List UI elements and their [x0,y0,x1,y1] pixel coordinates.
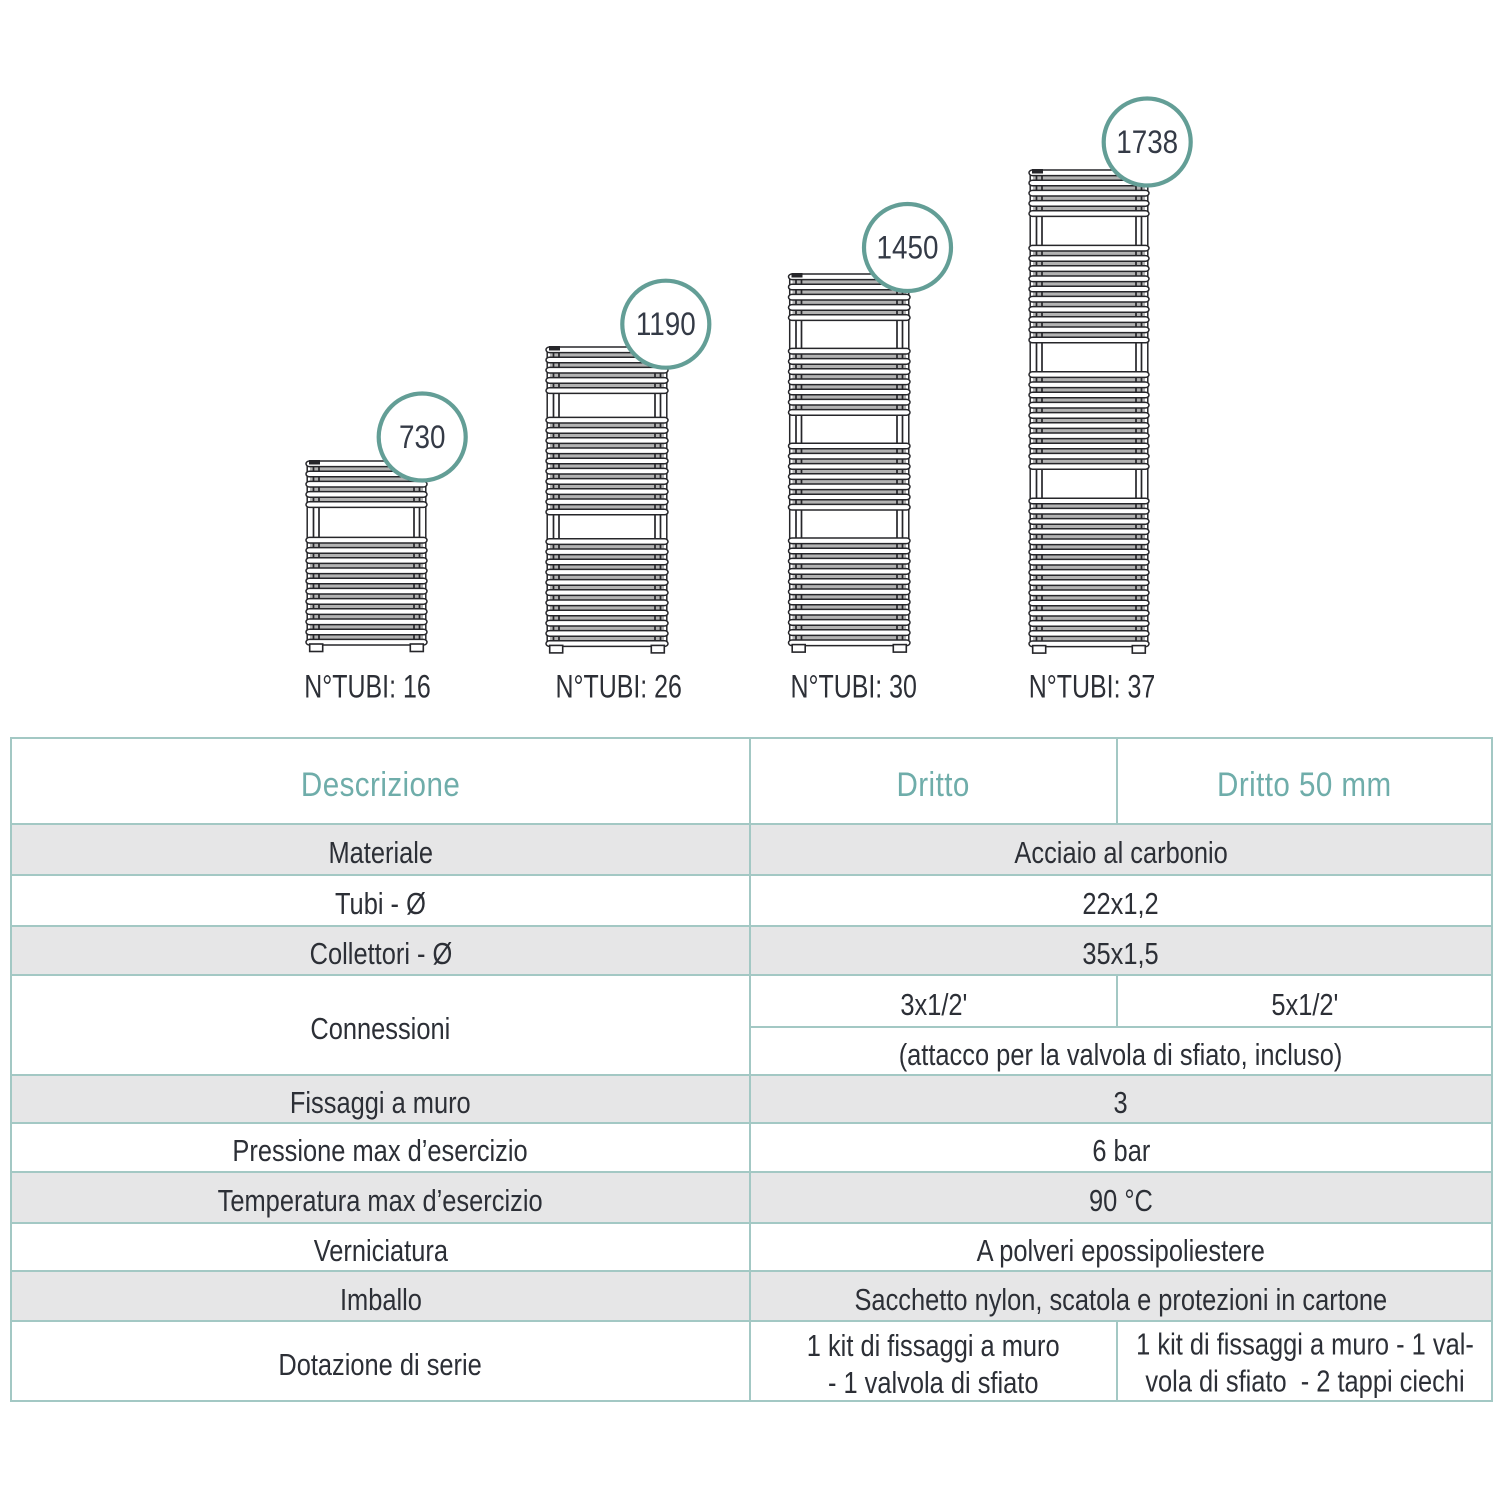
svg-text:1190: 1190 [636,307,696,342]
svg-text:1450: 1450 [877,231,939,266]
svg-text:N°TUBI: 26: N°TUBI: 26 [555,670,681,706]
svg-text:730: 730 [399,420,445,455]
svg-text:N°TUBI: 37: N°TUBI: 37 [1029,670,1155,706]
svg-text:N°TUBI: 16: N°TUBI: 16 [304,670,430,706]
svg-text:1738: 1738 [1116,125,1178,160]
svg-text:N°TUBI: 30: N°TUBI: 30 [790,670,916,706]
